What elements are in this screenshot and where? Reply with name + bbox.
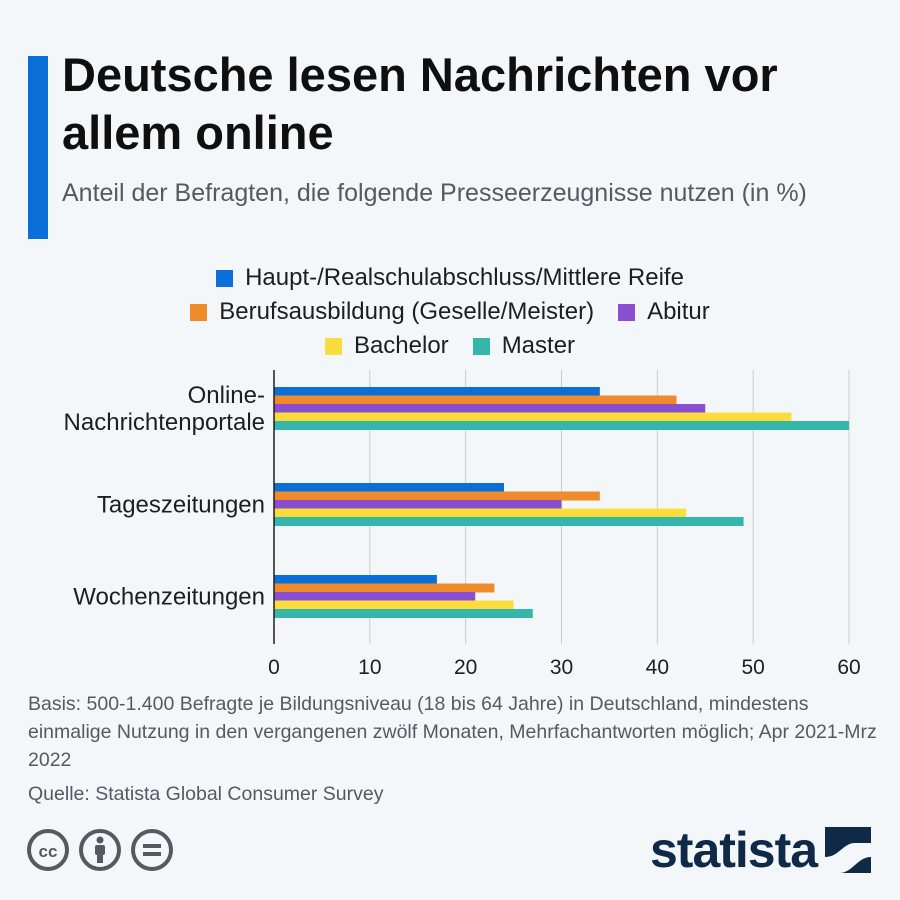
bar xyxy=(274,404,706,413)
x-tick-label: 20 xyxy=(454,656,477,679)
cc-icon[interactable]: cc xyxy=(26,828,70,872)
attribution-icon[interactable] xyxy=(78,828,122,872)
x-tick-label: 60 xyxy=(837,656,860,679)
svg-text:cc: cc xyxy=(39,842,58,861)
x-tick-label: 10 xyxy=(358,656,381,679)
legend-item: Bachelor xyxy=(324,331,449,361)
legend-label: Bachelor xyxy=(353,332,449,359)
bar xyxy=(274,483,504,492)
logo-text: statista xyxy=(650,822,818,878)
legend-label: Abitur xyxy=(647,298,710,325)
category-label: Online- xyxy=(188,382,265,409)
bar xyxy=(274,583,495,593)
x-tick-label: 30 xyxy=(550,656,573,679)
footnote: Basis: 500-1.400 Befragte je Bildungsniv… xyxy=(28,690,878,808)
legend-label: Master xyxy=(501,332,576,359)
legend-swatch xyxy=(324,337,342,355)
chart-title: Deutsche lesen Nachrichten vor allem onl… xyxy=(62,48,778,159)
x-tick-label: 50 xyxy=(741,656,764,679)
no-derivatives-icon[interactable] xyxy=(130,828,174,872)
legend-item: Abitur xyxy=(618,297,710,327)
legend-label: Berufsausbildung (Geselle/Meister) xyxy=(219,298,595,325)
legend-row: Haupt-/Realschulabschluss/Mittlere Reife xyxy=(0,263,900,295)
legend-label: Haupt-/Realschulabschluss/Mittlere Reife xyxy=(245,264,684,291)
bar xyxy=(274,500,562,509)
bar xyxy=(274,421,849,430)
bar xyxy=(274,600,514,610)
source-note: Quelle: Statista Global Consumer Survey xyxy=(28,783,384,805)
legend-swatch xyxy=(216,269,234,287)
bar xyxy=(274,491,600,501)
legend-swatch xyxy=(618,303,636,321)
statista-logo[interactable]: statista xyxy=(650,822,872,878)
license-icons: cc xyxy=(26,828,174,872)
category-label: Nachrichtenportale xyxy=(64,409,265,436)
legend-swatch xyxy=(472,337,490,355)
x-tick-label: 0 xyxy=(268,656,280,679)
bar-chart: 0 10 20 30 40 50 60 Online-Nachrichtenportale Ta… xyxy=(64,370,861,679)
bar xyxy=(274,387,600,396)
category-label: Wochenzeitungen xyxy=(73,584,265,611)
bar xyxy=(274,575,437,584)
x-tick-label: 40 xyxy=(646,656,669,679)
legend-row: Bachelor Master xyxy=(0,331,900,363)
category-label: Tageszeitungen xyxy=(97,492,265,519)
legend-row: Berufsausbildung (Geselle/Meister) Abitur xyxy=(0,297,900,329)
bar xyxy=(274,412,792,422)
legend-item: Master xyxy=(472,331,576,361)
legend-swatch xyxy=(190,303,208,321)
legend-item: Haupt-/Realschulabschluss/Mittlere Reife xyxy=(216,263,684,293)
chart-subtitle: Anteil der Befragten, die folgende Press… xyxy=(62,179,807,207)
basis-note: Basis: 500-1.400 Befragte je Bildungsniv… xyxy=(28,693,877,771)
bar xyxy=(274,592,476,601)
bar xyxy=(274,609,533,618)
bar xyxy=(274,395,677,405)
logo-mark-icon xyxy=(825,827,872,873)
legend-item: Berufsausbildung (Geselle/Meister) xyxy=(190,297,594,327)
bar xyxy=(274,517,744,526)
bar xyxy=(274,508,687,518)
accent-bar xyxy=(28,56,48,239)
